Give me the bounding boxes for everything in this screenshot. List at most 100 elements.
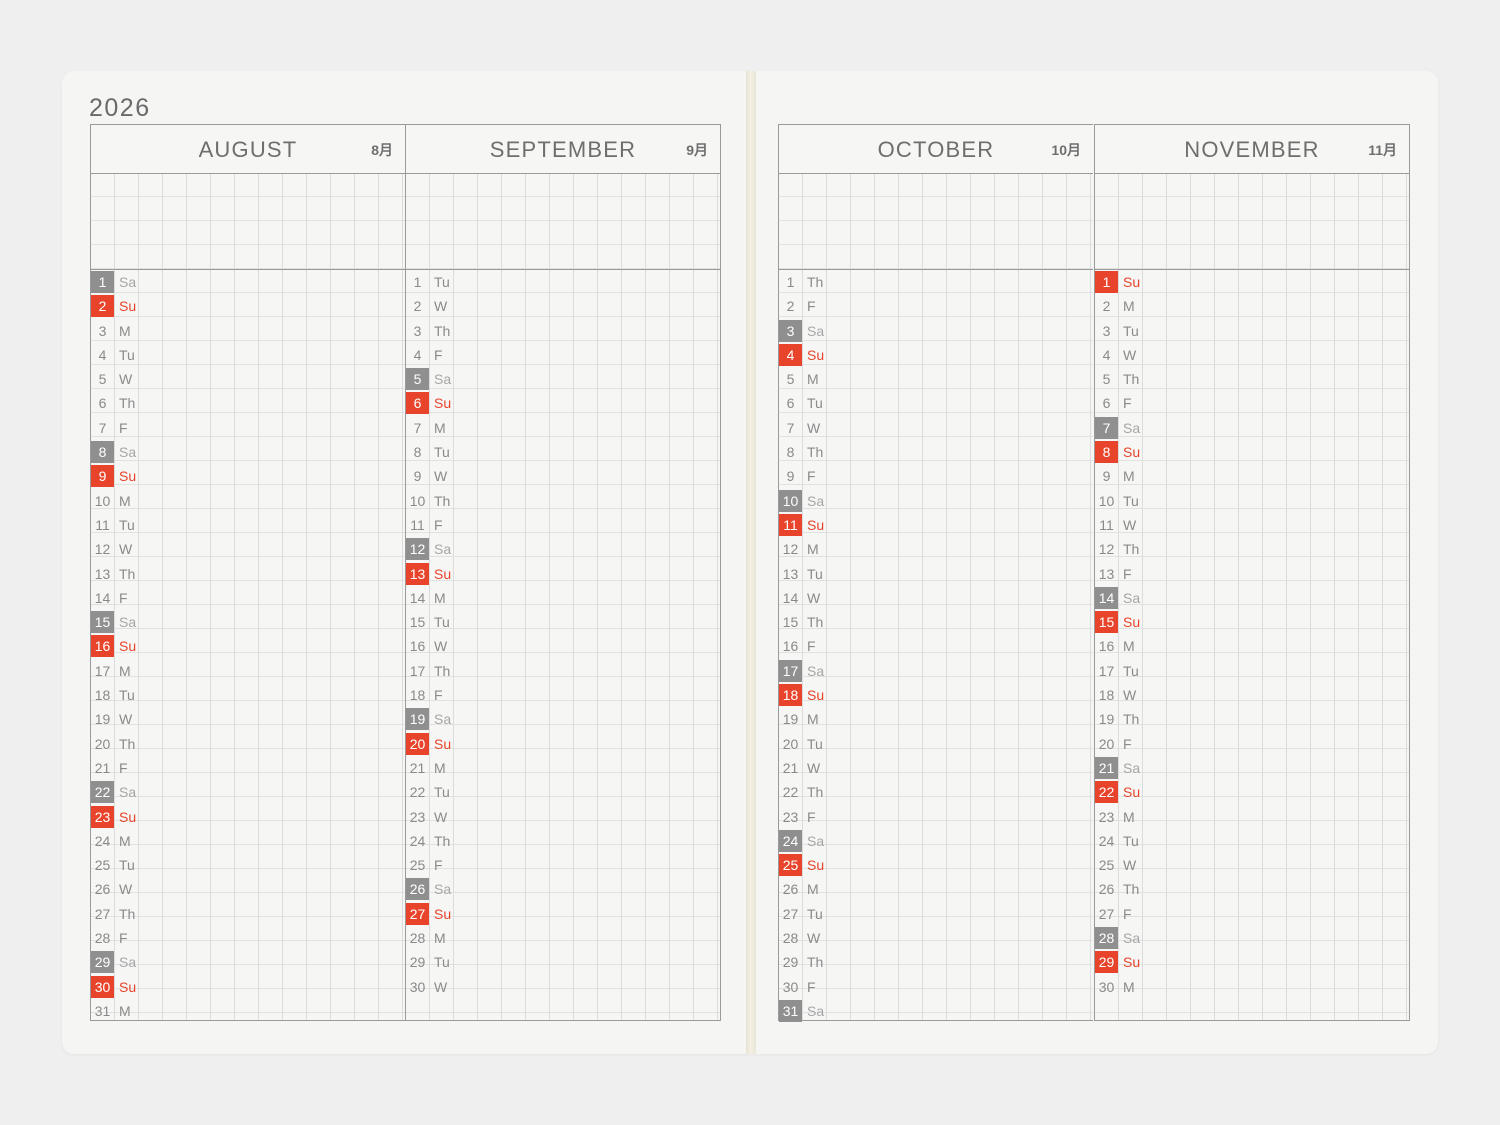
- day-row: 30 F: [779, 975, 899, 999]
- book-spine: [746, 71, 756, 1054]
- day-weekday: Sa: [434, 711, 452, 728]
- day-weekday: W: [119, 881, 133, 898]
- day-row: 17 M: [91, 659, 211, 683]
- day-weekday: W: [1123, 857, 1137, 874]
- day-row: 28 W: [779, 926, 899, 950]
- notes-divider: [1095, 269, 1409, 270]
- day-row: 15 Su: [1095, 610, 1215, 634]
- day-row: 13 F: [1095, 562, 1215, 586]
- day-number: 25: [1098, 857, 1115, 874]
- day-number: 15: [409, 614, 426, 631]
- day-weekday: M: [434, 419, 446, 436]
- day-number: 9: [91, 465, 114, 488]
- day-weekday: W: [1123, 516, 1137, 533]
- day-weekday: F: [119, 419, 128, 436]
- day-number: 30: [782, 978, 799, 995]
- day-row: 27 F: [1095, 902, 1215, 926]
- day-number: 28: [409, 930, 426, 947]
- day-weekday: Sa: [1123, 419, 1141, 436]
- day-row: 29 Tu: [406, 950, 526, 974]
- month-name: OCTOBER: [877, 137, 995, 162]
- day-row: 21 Sa: [1095, 756, 1215, 780]
- day-weekday: F: [434, 516, 443, 533]
- day-row: 22 Su: [1095, 780, 1215, 804]
- day-weekday: Th: [807, 274, 824, 290]
- day-number: 5: [786, 371, 795, 388]
- day-number: 6: [98, 395, 107, 412]
- day-row: 14 Sa: [1095, 586, 1215, 610]
- day-number: 22: [91, 781, 114, 804]
- day-row: 30 Su: [91, 975, 211, 999]
- day-row: 26 W: [91, 877, 211, 901]
- day-weekday: Sa: [1123, 759, 1141, 776]
- day-list: 1 Tu 2 W 3 Th 4 F 5 Sa 6 Su 7 M 8 Tu 9 W 10 Th 11 F 12 Sa 13 Su 14…: [406, 270, 526, 999]
- day-weekday: Tu: [807, 905, 823, 922]
- day-number: 31: [94, 1002, 111, 1019]
- day-weekday: M: [119, 492, 131, 509]
- day-weekday: F: [434, 857, 443, 874]
- day-row: 1 Th: [779, 270, 899, 294]
- day-row: 23 F: [779, 805, 899, 829]
- day-number: 20: [94, 735, 111, 752]
- day-weekday: Su: [807, 516, 825, 533]
- day-weekday: Th: [434, 662, 451, 679]
- day-row: 11 Tu: [91, 513, 211, 537]
- day-number: 19: [406, 708, 429, 731]
- day-row: 6 Tu: [779, 391, 899, 415]
- day-weekday: F: [1123, 395, 1132, 412]
- day-list: 1 Su 2 M 3 Tu 4 W 5 Th 6 F 7 Sa 8 Su 9 M 10 Tu 11 W 12 Th 13 F 14 S…: [1095, 270, 1215, 999]
- day-weekday: Su: [1123, 954, 1141, 971]
- day-row: 23 M: [1095, 805, 1215, 829]
- day-number: 21: [94, 759, 111, 776]
- day-weekday: Sa: [1123, 589, 1141, 606]
- day-row: 6 Th: [91, 391, 211, 415]
- day-number: 2: [91, 295, 114, 318]
- day-number: 9: [413, 468, 422, 485]
- month-jp-label: 9月: [686, 142, 708, 158]
- day-number: 18: [409, 687, 426, 704]
- day-weekday: F: [807, 638, 816, 655]
- day-row: 20 Th: [91, 732, 211, 756]
- day-row: 3 Sa: [779, 319, 899, 343]
- day-number: 10: [1098, 492, 1115, 509]
- day-weekday: Th: [1123, 881, 1140, 898]
- day-number: 12: [406, 538, 429, 561]
- day-row: 28 F: [91, 926, 211, 950]
- day-weekday: W: [434, 638, 448, 655]
- day-row: 20 Tu: [779, 732, 899, 756]
- day-number: 6: [786, 395, 795, 412]
- day-number: 2: [1102, 298, 1111, 315]
- day-row: 14 W: [779, 586, 899, 610]
- day-weekday: Tu: [1123, 322, 1139, 339]
- day-number: 27: [406, 902, 429, 925]
- day-row: 10 Sa: [779, 489, 899, 513]
- day-weekday: Su: [119, 298, 137, 315]
- day-row: 18 Tu: [91, 683, 211, 707]
- day-number: 6: [406, 392, 429, 415]
- day-number: 9: [786, 468, 795, 485]
- day-weekday: F: [807, 978, 816, 995]
- day-number: 11: [779, 513, 802, 536]
- notes-divider: [406, 269, 720, 270]
- day-row: 13 Th: [91, 562, 211, 586]
- day-number: 10: [94, 492, 111, 509]
- day-weekday: Th: [807, 954, 824, 971]
- day-number: 8: [786, 444, 795, 461]
- day-row: 4 Su: [779, 343, 899, 367]
- day-number: 21: [782, 759, 799, 776]
- day-number: 20: [406, 732, 429, 755]
- day-weekday: Su: [1123, 274, 1141, 290]
- day-number: 4: [413, 346, 422, 363]
- day-number: 9: [1102, 468, 1111, 485]
- day-number: 19: [1098, 711, 1115, 728]
- day-row: 8 Th: [779, 440, 899, 464]
- month-header: AUGUST 8月: [91, 125, 405, 174]
- day-weekday: M: [434, 759, 446, 776]
- day-weekday: Sa: [1123, 930, 1141, 947]
- day-weekday: Su: [807, 346, 825, 363]
- day-number: 13: [1098, 565, 1115, 582]
- day-weekday: F: [119, 589, 128, 606]
